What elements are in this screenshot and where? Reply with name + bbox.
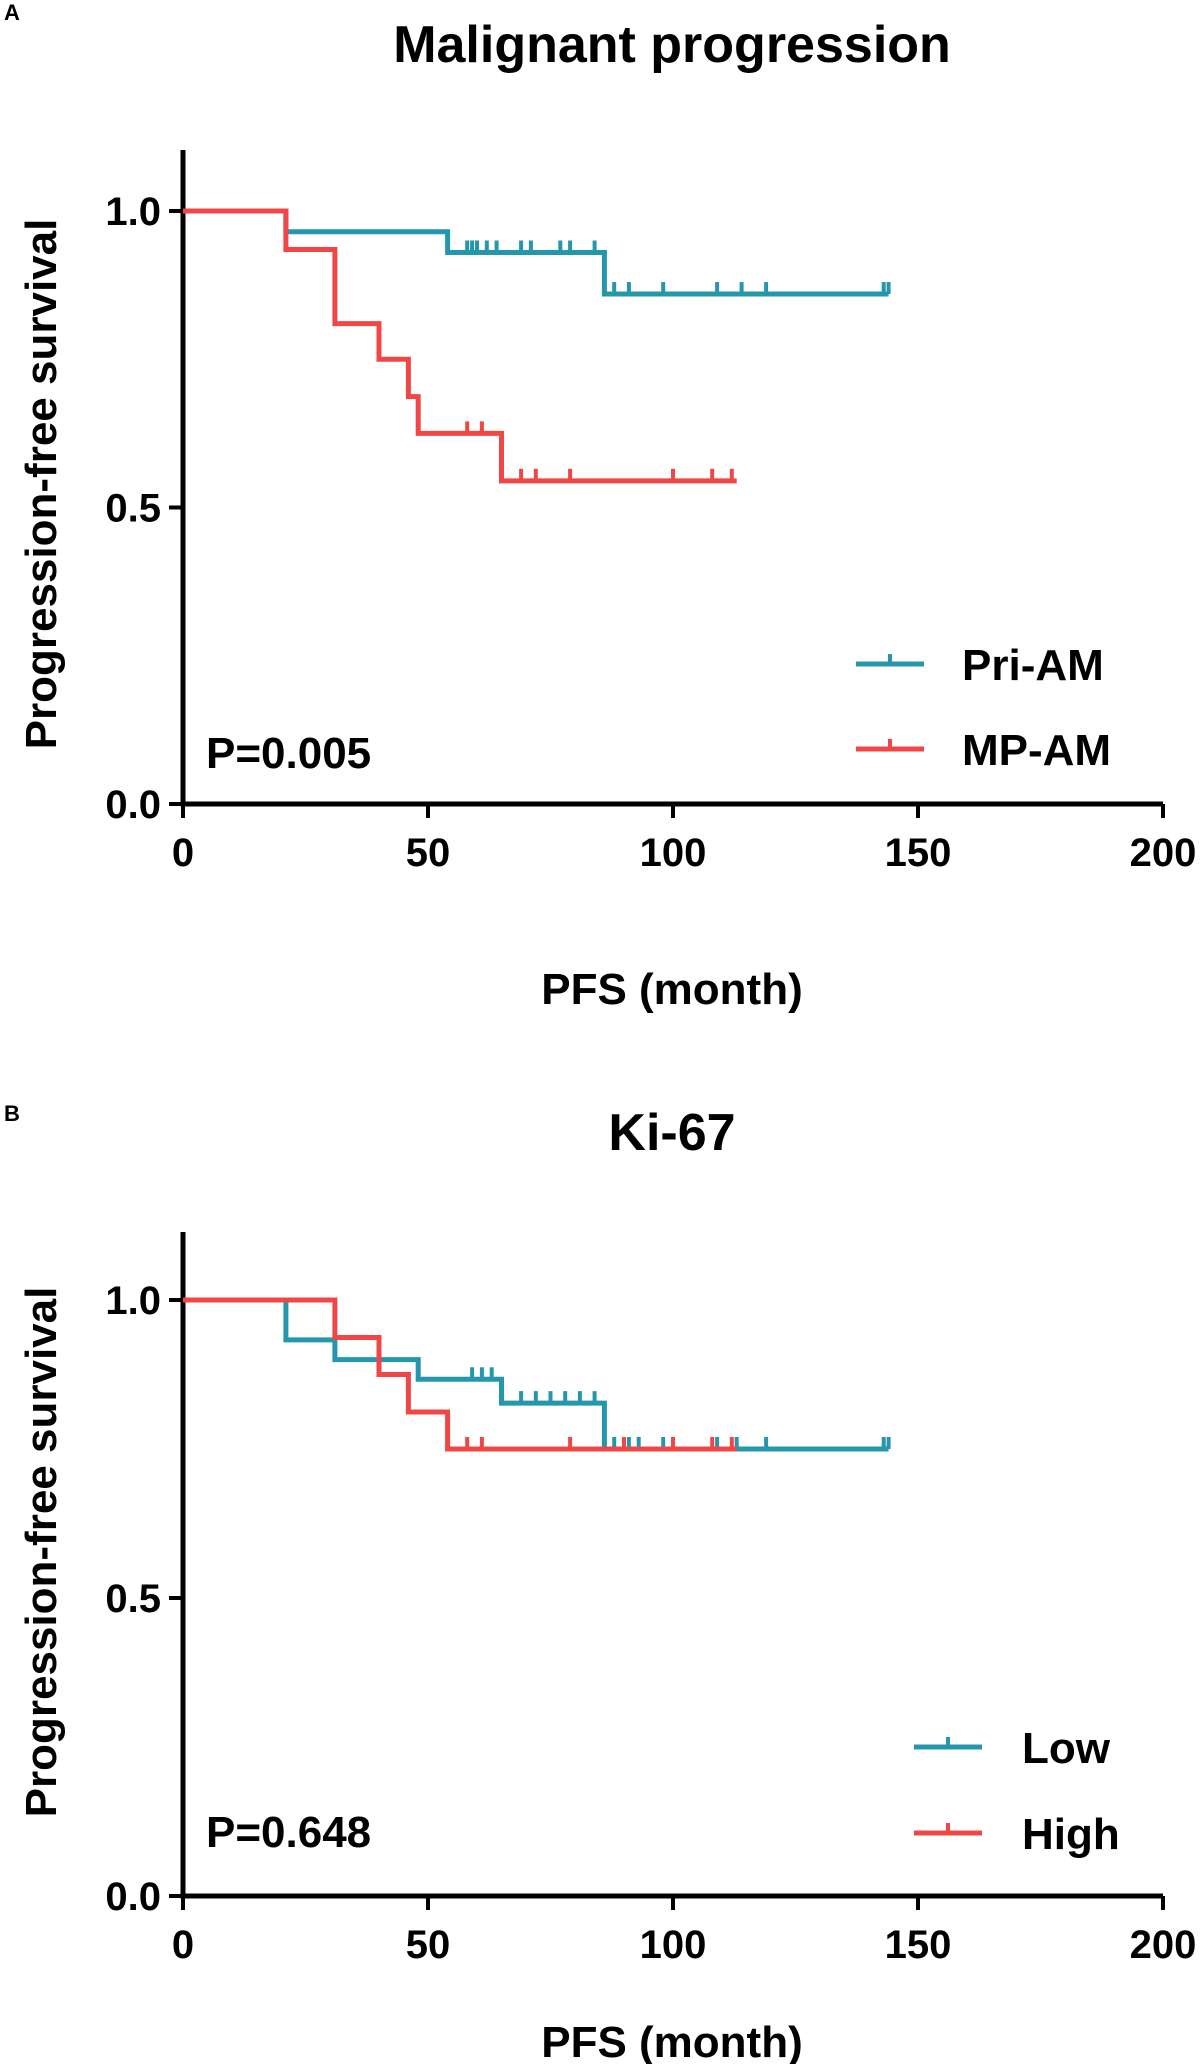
- y-tick-label: 1.0: [105, 190, 161, 234]
- legend: Low High: [914, 1724, 1120, 1859]
- x-tick-label: 0: [172, 1923, 194, 1967]
- legend-label: Pri-AM: [962, 641, 1104, 690]
- y-tick-label: 0.0: [105, 783, 161, 827]
- plot-area: [183, 1297, 891, 1452]
- x-tick-label: 200: [1130, 1923, 1197, 1967]
- x-tick-label: 50: [406, 1923, 451, 1967]
- legend-entry: High: [914, 1810, 1120, 1859]
- km-plot-a: A Malignant progression Progression-free…: [4, 0, 1196, 1014]
- x-tick-label: 50: [406, 831, 451, 875]
- km-curve-low: [183, 1297, 889, 1452]
- km-curve-high: [183, 1297, 737, 1452]
- x-axis-label: PFS (month): [541, 965, 803, 1014]
- x-tick-label: 100: [640, 1923, 707, 1967]
- x-tick-label: 200: [1130, 831, 1197, 875]
- x-tick-label: 100: [640, 831, 707, 875]
- panel-letter: B: [4, 1101, 20, 1126]
- x-axis-label: PFS (month): [541, 2018, 803, 2064]
- km-curve-pri-am: [183, 208, 889, 297]
- legend-label: High: [1022, 1810, 1120, 1859]
- panel-a-malignant-progression: A Malignant progression Progression-free…: [4, 0, 1196, 1014]
- x-tick-label: 150: [885, 1923, 952, 1967]
- legend-label: Low: [1022, 1724, 1111, 1773]
- legend-entry: Low: [914, 1724, 1111, 1773]
- x-tick-label: 0: [172, 831, 194, 875]
- legend-entry: Pri-AM: [856, 641, 1104, 690]
- km-plot-b: B Ki-67 Progression-free survival PFS (m…: [4, 1101, 1196, 2064]
- axes: 0 50 100 150 200 0.0 0.5 1.0: [105, 1232, 1196, 1967]
- chart-title: Malignant progression: [393, 16, 951, 74]
- legend-label: MP-AM: [962, 726, 1111, 775]
- p-value-annotation: P=0.005: [206, 729, 371, 778]
- legend-entry: MP-AM: [856, 726, 1111, 775]
- p-value-annotation: P=0.648: [206, 1808, 371, 1857]
- panel-b-ki67: B Ki-67 Progression-free survival PFS (m…: [0, 1032, 1204, 2064]
- y-axis-label: Progression-free survival: [17, 1287, 66, 1818]
- y-tick-label: 1.0: [105, 1279, 161, 1323]
- chart-title: Ki-67: [608, 1104, 735, 1162]
- axes: 0 50 100 150 200 0.0 0.5 1.0: [105, 150, 1196, 875]
- y-tick-label: 0.0: [105, 1875, 161, 1919]
- y-tick-label: 0.5: [105, 1577, 161, 1621]
- plot-area: [183, 208, 891, 484]
- x-tick-label: 150: [885, 831, 952, 875]
- legend: Pri-AM MP-AM: [856, 641, 1111, 775]
- y-axis-label: Progression-free survival: [17, 219, 66, 750]
- y-tick-label: 0.5: [105, 487, 161, 531]
- km-curve-mp-am: [183, 208, 737, 484]
- panel-letter: A: [4, 0, 20, 25]
